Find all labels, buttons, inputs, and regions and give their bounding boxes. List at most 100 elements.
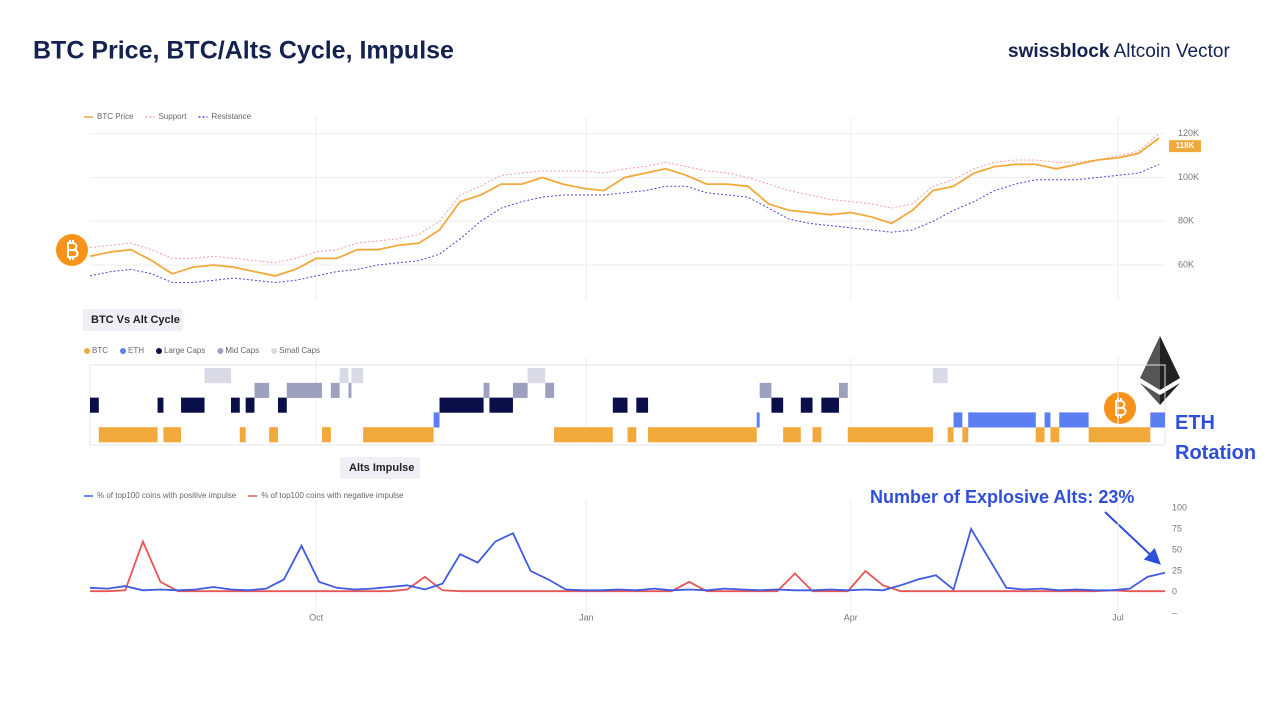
series-line xyxy=(89,526,1166,592)
legend-label: % of top100 coins with positive impulse xyxy=(97,491,237,500)
cycle-segment xyxy=(512,382,528,398)
cycle-segment xyxy=(157,397,164,413)
cycle-segment xyxy=(1044,412,1051,428)
legend-label: BTC Price xyxy=(97,112,134,121)
panel-label: Alts Impulse xyxy=(349,462,414,474)
cycle-segment xyxy=(821,397,839,413)
cycle-segment xyxy=(348,382,352,398)
product-name: Altcoin Vector xyxy=(1114,41,1231,62)
cycle-segment xyxy=(277,397,287,413)
x-tick-label: Jan xyxy=(579,612,594,622)
annotation: Number of Explosive Alts: 23% xyxy=(870,487,1134,507)
brand-name: swissblock xyxy=(1008,41,1110,62)
panel-label-box xyxy=(340,457,420,479)
cycle-segment xyxy=(439,397,484,413)
cycle-segment xyxy=(947,427,954,443)
legend-label: Resistance xyxy=(211,112,251,121)
cycle-segment xyxy=(847,427,933,443)
cycle-segment xyxy=(483,382,490,398)
cycle-segment xyxy=(254,382,270,398)
cycle-segment xyxy=(245,397,255,413)
cycle-segment xyxy=(771,397,784,413)
legend-label: Small Caps xyxy=(279,346,320,355)
btc-icon xyxy=(56,234,88,266)
y-tick-label: – xyxy=(1172,607,1177,617)
cycle-segment xyxy=(783,427,801,443)
cycle-segment xyxy=(351,368,364,384)
cycle-segment xyxy=(812,427,822,443)
series-line xyxy=(89,163,1160,284)
cycle-segment xyxy=(269,427,278,443)
legend-label: % of top100 coins with negative impulse xyxy=(261,491,404,500)
btc-icon xyxy=(1104,392,1136,424)
y-tick-label: 0 xyxy=(1172,586,1177,596)
last-value-tag xyxy=(1169,140,1201,153)
cycle-segment xyxy=(181,397,205,413)
y-tick-label: 50 xyxy=(1172,544,1182,554)
x-tick-label: Oct xyxy=(309,612,324,622)
legend-swatch xyxy=(120,348,126,354)
legend-label: BTC xyxy=(92,346,108,355)
cycle-segment xyxy=(527,368,546,384)
legend-label: Support xyxy=(158,112,187,121)
legend-swatch xyxy=(217,348,224,354)
cycle-segment xyxy=(1035,427,1045,443)
annotation-arrow xyxy=(1104,511,1161,565)
cycle-segment xyxy=(636,397,649,413)
cycle-segment xyxy=(953,412,963,428)
legend-swatch xyxy=(271,348,278,354)
panel-label-box xyxy=(83,309,183,331)
cycle-segment xyxy=(239,427,246,443)
cycle-segment xyxy=(838,382,848,398)
series-line xyxy=(89,133,1160,264)
last-value-label: 118K xyxy=(1176,141,1195,150)
y-tick-label: 100K xyxy=(1178,172,1199,182)
cycle-segment xyxy=(90,397,99,413)
brand: swissblock Altcoin Vector xyxy=(1008,41,1230,62)
x-tick-label: Jul xyxy=(1112,612,1124,622)
eth-icon xyxy=(1140,336,1180,405)
cycle-segment xyxy=(759,382,772,398)
legend-label: Mid Caps xyxy=(225,346,259,355)
cycle-segment xyxy=(489,397,513,413)
cycle-segment xyxy=(204,368,231,384)
page-title: BTC Price, BTC/Alts Cycle, Impulse xyxy=(33,37,454,65)
cycle-segment xyxy=(433,412,440,428)
series-line xyxy=(90,539,1165,593)
legend-swatch xyxy=(156,348,162,354)
cycle-segment xyxy=(962,427,969,443)
cycle-segment xyxy=(98,427,158,443)
cycle-segment xyxy=(800,397,813,413)
cycle-segment xyxy=(627,427,637,443)
cycle-segment xyxy=(230,397,240,413)
cycle-segment xyxy=(330,382,340,398)
series-line xyxy=(89,137,1160,277)
y-tick-label: 25 xyxy=(1172,565,1182,575)
cycle-segment xyxy=(612,397,628,413)
legend-label: ETH xyxy=(128,346,144,355)
legend-swatch xyxy=(84,348,90,354)
cycle-segment xyxy=(339,368,349,384)
cycle-segment xyxy=(756,412,760,428)
cycle-segment xyxy=(1059,412,1089,428)
cycle-segment xyxy=(932,368,948,384)
legend-label: Large Caps xyxy=(164,346,205,355)
cycle-segment xyxy=(554,427,613,443)
y-tick-label: 100 xyxy=(1172,502,1187,512)
cycle-segment xyxy=(1050,427,1060,443)
cycle-segment xyxy=(286,382,323,398)
cycle-segment xyxy=(363,427,434,443)
cycle-segment xyxy=(1088,427,1151,443)
y-tick-label: 60K xyxy=(1178,259,1194,269)
cycle-segment xyxy=(322,427,331,443)
cycle-segment xyxy=(163,427,182,443)
y-tick-label: 120K xyxy=(1178,128,1199,138)
panel-label: BTC Vs Alt Cycle xyxy=(91,314,180,326)
cycle-segment xyxy=(1150,412,1165,428)
cycle-segment xyxy=(648,427,757,443)
x-tick-label: Apr xyxy=(844,612,858,622)
cycle-segment xyxy=(545,382,555,398)
cycle-segment xyxy=(968,412,1036,428)
